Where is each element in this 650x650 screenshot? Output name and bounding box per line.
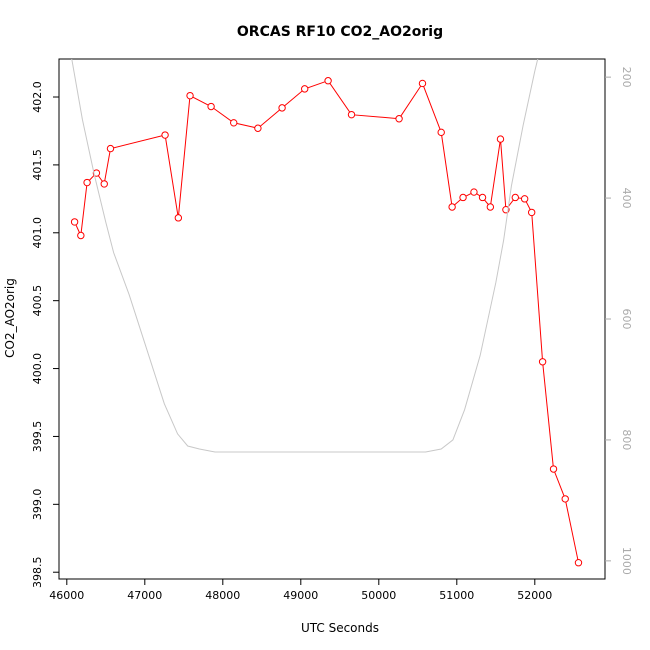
co2-point xyxy=(395,115,403,123)
chart-title: ORCAS RF10 CO2_AO2orig xyxy=(237,24,443,40)
y2-tick-label: 200 xyxy=(620,67,633,88)
y-tick-label: 399.0 xyxy=(31,489,44,521)
co2-point xyxy=(174,214,183,222)
co2-point xyxy=(301,85,309,93)
co2-point xyxy=(161,131,169,139)
y-axis-label: CO2_AO2orig xyxy=(3,278,17,358)
co2-point xyxy=(347,110,356,119)
co2-point xyxy=(418,79,427,88)
x-tick-label: 47000 xyxy=(127,589,162,602)
x-tick-label: 52000 xyxy=(517,589,552,602)
x-axis-label: UTC Seconds xyxy=(301,621,379,635)
y-tick-label: 402.0 xyxy=(31,81,44,113)
co2-point xyxy=(574,559,583,567)
co2-point xyxy=(527,208,536,217)
co2-point xyxy=(561,495,569,503)
co2-point xyxy=(496,135,505,143)
co2-point xyxy=(478,193,487,202)
y-tick-label: 399.5 xyxy=(31,421,44,453)
y2-tick-label: 400 xyxy=(620,188,633,209)
co2-point xyxy=(254,124,262,132)
y-tick-label: 401.5 xyxy=(31,149,44,181)
y2-tick-label: 800 xyxy=(620,429,633,450)
y-axis: 398.5 399.0 399.5 400.0 400.5 401.0 401.5 402.0 xyxy=(31,81,59,588)
co2-point xyxy=(186,91,194,100)
x-tick-label: 49000 xyxy=(283,589,318,602)
x-tick-label: 50000 xyxy=(361,589,396,602)
co2-point xyxy=(92,169,101,177)
co2-point xyxy=(538,358,547,366)
series-layer xyxy=(70,59,583,567)
y2-tick-label: 1000 xyxy=(620,547,633,575)
co2-point xyxy=(520,195,529,203)
plot-frame xyxy=(58,58,606,580)
co2-point xyxy=(278,104,286,112)
co2-point xyxy=(70,218,79,226)
y-tick-label: 398.5 xyxy=(31,556,44,588)
co2-point xyxy=(448,203,456,211)
co2-point xyxy=(459,193,467,202)
co2-point xyxy=(511,193,519,202)
co2-point xyxy=(83,178,91,187)
co2-point xyxy=(437,128,445,137)
co2-point xyxy=(230,119,238,127)
x-tick-label: 46000 xyxy=(49,589,84,602)
co2-point xyxy=(106,144,115,153)
co2-point xyxy=(100,180,108,188)
x-tick-label: 51000 xyxy=(439,589,474,602)
co2-point xyxy=(207,102,215,111)
co2-point xyxy=(470,188,478,196)
y2-tick-label: 600 xyxy=(620,309,633,330)
y2-axis: 200 400 600 800 1000 xyxy=(605,67,633,575)
co2-point xyxy=(549,465,558,473)
x-tick-label: 48000 xyxy=(205,589,240,602)
y-tick-label: 401.0 xyxy=(31,217,44,249)
y-tick-label: 400.0 xyxy=(31,353,44,385)
altitude-line xyxy=(71,59,539,453)
y-tick-label: 400.5 xyxy=(31,285,44,317)
x-axis: 46000 47000 48000 49000 50000 51000 52000 xyxy=(49,579,552,602)
co2-point xyxy=(486,203,495,211)
co2-point xyxy=(324,77,332,85)
co2-point xyxy=(77,231,85,240)
co2-line xyxy=(74,80,579,563)
